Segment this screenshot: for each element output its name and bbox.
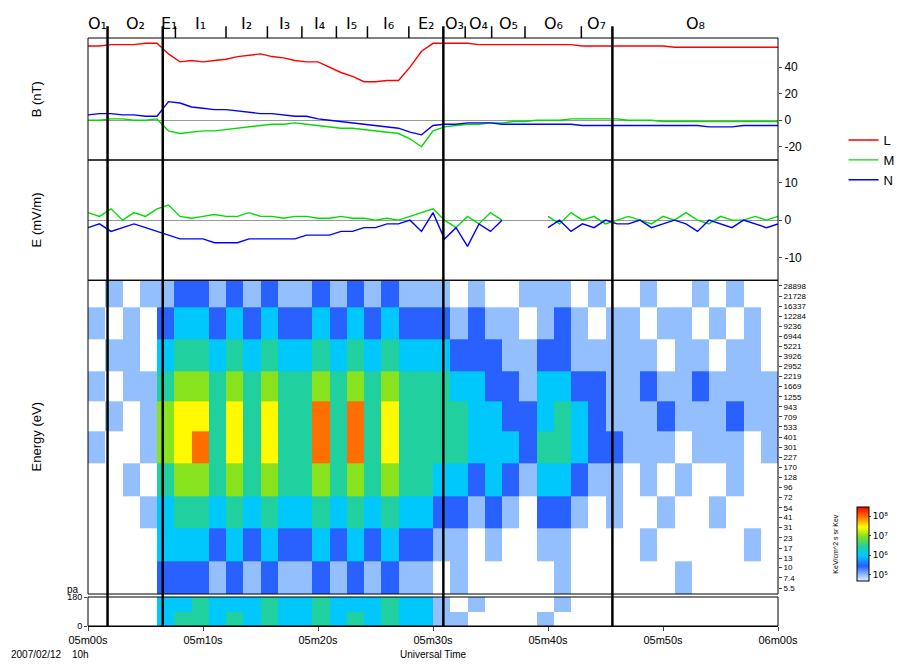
svg-text:06m00s: 06m00s xyxy=(758,634,798,646)
svg-text:533: 533 xyxy=(784,423,798,432)
svg-text:I₂: I₂ xyxy=(241,14,252,33)
svg-text:10: 10 xyxy=(784,176,798,190)
svg-text:9236: 9236 xyxy=(784,322,802,331)
svg-text:23: 23 xyxy=(784,534,793,543)
svg-text:72: 72 xyxy=(784,493,793,502)
svg-text:05m20s: 05m20s xyxy=(298,634,338,646)
svg-text:0: 0 xyxy=(784,213,791,227)
svg-text:O₇: O₇ xyxy=(587,14,606,33)
svg-text:O₄: O₄ xyxy=(469,14,488,33)
svg-text:I₃: I₃ xyxy=(279,14,290,33)
svg-text:O₆: O₆ xyxy=(544,14,563,33)
svg-text:180: 180 xyxy=(67,592,82,602)
svg-text:pa: pa xyxy=(67,584,79,595)
svg-text:301: 301 xyxy=(784,443,798,452)
svg-text:O₃: O₃ xyxy=(445,14,464,33)
svg-text:0: 0 xyxy=(77,621,82,631)
svg-text:I₅: I₅ xyxy=(346,14,357,33)
svg-text:2219: 2219 xyxy=(784,372,802,381)
svg-text:943: 943 xyxy=(784,403,798,412)
svg-text:10⁵: 10⁵ xyxy=(873,570,888,580)
svg-text:20: 20 xyxy=(784,87,798,101)
svg-text:128: 128 xyxy=(784,473,798,482)
svg-text:O₈: O₈ xyxy=(686,14,705,33)
svg-text:10⁸: 10⁸ xyxy=(873,511,888,521)
svg-text:16337: 16337 xyxy=(784,302,807,311)
svg-text:O₁: O₁ xyxy=(88,14,107,33)
svg-text:10⁶: 10⁶ xyxy=(873,550,888,560)
svg-text:L: L xyxy=(884,133,891,148)
svg-text:3926: 3926 xyxy=(784,352,802,361)
svg-text:2007/02/12: 2007/02/12 xyxy=(11,649,61,660)
svg-text:E₂: E₂ xyxy=(418,14,435,33)
svg-text:13: 13 xyxy=(784,554,793,563)
svg-text:54: 54 xyxy=(784,504,793,513)
svg-text:401: 401 xyxy=(784,433,798,442)
svg-text:709: 709 xyxy=(784,413,798,422)
svg-text:O₂: O₂ xyxy=(126,14,145,33)
svg-text:05m50s: 05m50s xyxy=(643,634,683,646)
svg-text:Energy (eV): Energy (eV) xyxy=(29,402,44,471)
svg-text:1255: 1255 xyxy=(784,393,802,402)
svg-text:31: 31 xyxy=(784,523,793,532)
svg-text:I₆: I₆ xyxy=(383,14,394,33)
svg-text:170: 170 xyxy=(784,463,798,472)
svg-text:41: 41 xyxy=(784,513,793,522)
svg-text:I₁: I₁ xyxy=(195,14,206,33)
svg-text:21728: 21728 xyxy=(784,292,807,301)
svg-text:2952: 2952 xyxy=(784,362,802,371)
svg-text:12284: 12284 xyxy=(784,312,807,321)
svg-text:E₁: E₁ xyxy=(161,14,178,33)
svg-text:10: 10 xyxy=(784,563,793,572)
svg-text:-20: -20 xyxy=(784,140,802,154)
svg-text:KeV/cm^2 s sr Kev: KeV/cm^2 s sr Kev xyxy=(832,514,839,573)
svg-text:O₅: O₅ xyxy=(499,14,518,33)
svg-text:N: N xyxy=(884,173,893,188)
svg-text:05m30s: 05m30s xyxy=(413,634,453,646)
svg-text:05m10s: 05m10s xyxy=(183,634,223,646)
svg-text:05m40s: 05m40s xyxy=(528,634,568,646)
svg-text:10⁷: 10⁷ xyxy=(873,531,888,541)
svg-text:I₄: I₄ xyxy=(314,14,325,33)
svg-text:-10: -10 xyxy=(784,251,802,265)
svg-text:7.4: 7.4 xyxy=(784,574,796,583)
svg-text:40: 40 xyxy=(784,60,798,74)
svg-text:96: 96 xyxy=(784,483,793,492)
svg-text:5.5: 5.5 xyxy=(784,584,796,593)
svg-text:M: M xyxy=(884,153,895,168)
svg-text:E (mV/m): E (mV/m) xyxy=(29,192,44,247)
svg-text:B (nT): B (nT) xyxy=(29,81,44,117)
svg-text:6944: 6944 xyxy=(784,332,802,341)
svg-text:05m00s: 05m00s xyxy=(68,634,108,646)
svg-text:5221: 5221 xyxy=(784,342,802,351)
svg-text:28898: 28898 xyxy=(784,282,807,291)
svg-text:227: 227 xyxy=(784,453,798,462)
svg-text:17: 17 xyxy=(784,544,793,553)
svg-text:10h: 10h xyxy=(72,649,89,660)
svg-text:0: 0 xyxy=(784,113,791,127)
svg-text:1669: 1669 xyxy=(784,382,802,391)
svg-text:Universal Time: Universal Time xyxy=(400,649,467,660)
